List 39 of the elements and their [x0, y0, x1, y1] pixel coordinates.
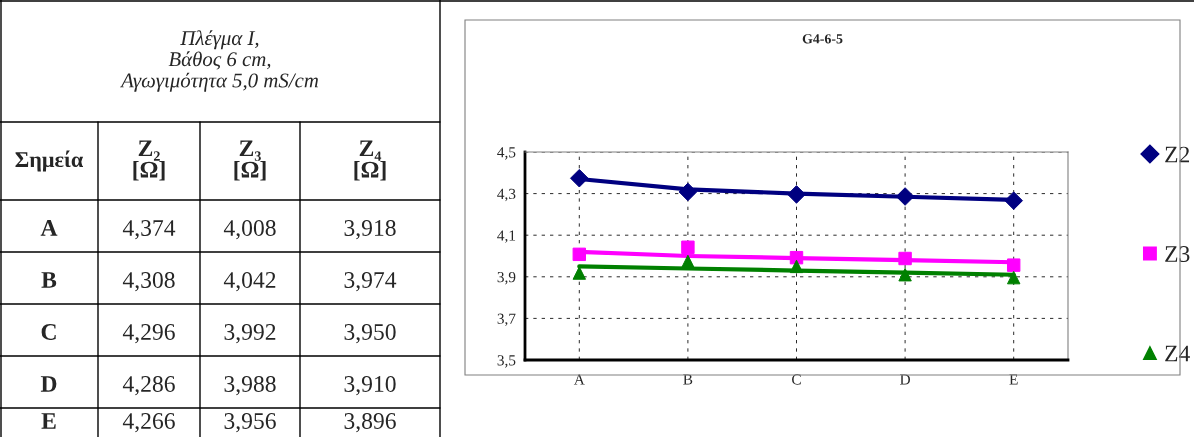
y-tick-label: 3,7	[497, 313, 516, 327]
text: B	[41, 272, 57, 288]
text: 4,266	[122, 413, 175, 433]
text: 4,286	[122, 375, 175, 396]
text: A	[40, 220, 58, 236]
text: Z₃ [Ω]	[234, 140, 266, 181]
legend-label: Z4	[1165, 345, 1190, 362]
chart-title: G4-6-5	[802, 34, 843, 44]
legend-label: Z2	[1165, 146, 1190, 163]
text: 3,956	[224, 413, 276, 433]
text: 3,950	[344, 323, 396, 344]
y-tick-label: 4,3	[497, 188, 516, 202]
text: 3,910	[344, 375, 396, 396]
x-tick-label: E	[1009, 374, 1018, 385]
text: 4,374	[122, 220, 176, 240]
text: 4,296	[122, 324, 175, 344]
text: 3,896	[344, 412, 396, 433]
text: 3,918	[344, 219, 396, 240]
text: E	[41, 413, 56, 429]
text: Σημεία	[15, 150, 84, 172]
x-tick-label: B	[683, 374, 693, 385]
text: C	[41, 324, 56, 340]
text: 4,042	[223, 271, 276, 292]
y-tick-label: 4,5	[497, 147, 516, 160]
legend-label: Z3	[1165, 246, 1190, 262]
text: 4,008	[223, 219, 276, 240]
text: Πλέγμα I, Βάθος 6 cm, Αγωγιμότητα 5,0 mS/cm	[119, 30, 318, 92]
text: 4,308	[122, 271, 175, 292]
x-tick-label: A	[573, 374, 585, 385]
y-tick-label: 3,5	[497, 355, 516, 368]
text: Z₄ [Ω]	[354, 140, 386, 181]
text: 3,974	[344, 272, 397, 292]
x-tick-label: D	[900, 374, 911, 385]
text: 3,992	[224, 324, 276, 344]
y-tick-label: 3,9	[497, 271, 516, 285]
y-tick-label: 4,1	[497, 230, 516, 243]
x-tick-label: C	[792, 374, 801, 385]
text: Z₂ [Ω]	[133, 140, 165, 181]
text: 3,988	[224, 375, 276, 396]
